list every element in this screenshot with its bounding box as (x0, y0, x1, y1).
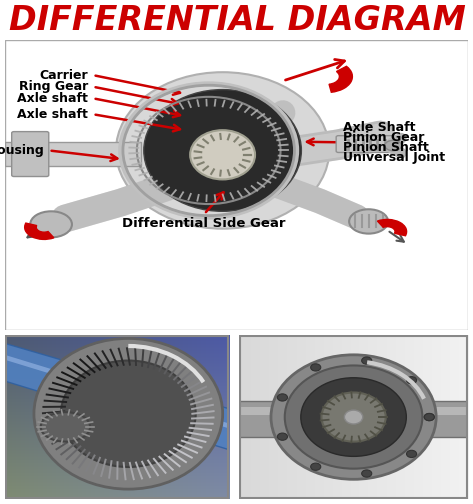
Wedge shape (329, 67, 352, 92)
FancyBboxPatch shape (5, 142, 141, 166)
Circle shape (349, 209, 388, 234)
Text: Axle Shaft: Axle Shaft (343, 121, 416, 134)
Ellipse shape (190, 130, 255, 179)
Wedge shape (25, 223, 54, 239)
Circle shape (30, 211, 72, 237)
Ellipse shape (301, 378, 406, 457)
Circle shape (362, 470, 372, 477)
Text: Ring Gear: Ring Gear (19, 80, 88, 93)
Text: Carrier: Carrier (40, 69, 88, 82)
Circle shape (406, 376, 417, 384)
Circle shape (277, 394, 288, 401)
Ellipse shape (41, 412, 90, 442)
Text: Axle shaft: Axle shaft (18, 108, 88, 121)
Ellipse shape (34, 339, 223, 489)
Ellipse shape (271, 355, 436, 479)
Text: Differential Side Gear: Differential Side Gear (123, 217, 286, 230)
Text: Pinion Gear: Pinion Gear (343, 131, 424, 144)
Text: Axle shaft: Axle shaft (18, 92, 88, 105)
FancyBboxPatch shape (239, 407, 468, 415)
FancyBboxPatch shape (12, 132, 49, 176)
Ellipse shape (322, 393, 385, 442)
Circle shape (311, 463, 321, 470)
Ellipse shape (144, 90, 301, 211)
Text: Axle Housing: Axle Housing (0, 144, 44, 157)
Circle shape (362, 357, 372, 364)
Circle shape (311, 364, 321, 371)
FancyBboxPatch shape (5, 40, 468, 330)
Circle shape (406, 450, 417, 458)
Text: Universal Joint: Universal Joint (343, 151, 445, 164)
Ellipse shape (344, 410, 363, 424)
FancyBboxPatch shape (336, 136, 394, 153)
Polygon shape (5, 343, 229, 450)
Text: Pinion Shaft: Pinion Shaft (343, 141, 429, 154)
Circle shape (277, 433, 288, 440)
Polygon shape (5, 355, 229, 428)
Ellipse shape (61, 360, 196, 467)
Circle shape (385, 140, 402, 151)
Circle shape (424, 413, 434, 421)
Wedge shape (377, 219, 407, 236)
Circle shape (424, 413, 434, 421)
FancyBboxPatch shape (239, 401, 468, 436)
Ellipse shape (116, 72, 329, 229)
Ellipse shape (285, 365, 422, 469)
Text: DIFFERENTIAL DIAGRAM: DIFFERENTIAL DIAGRAM (9, 5, 466, 37)
